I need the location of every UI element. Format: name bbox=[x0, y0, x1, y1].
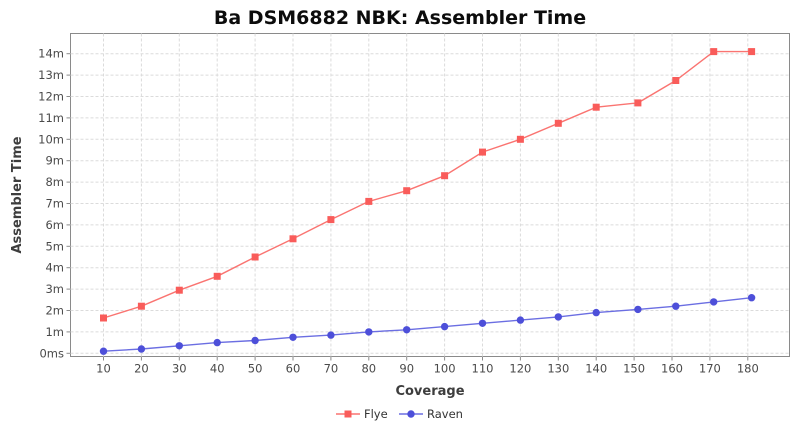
y-tick-label: 12m bbox=[38, 90, 64, 104]
legend-label-raven: Raven bbox=[427, 407, 463, 421]
data-point-flye bbox=[327, 216, 335, 224]
data-point-raven bbox=[99, 347, 108, 355]
data-point-raven bbox=[137, 345, 146, 353]
y-axis-label: Assembler Time bbox=[10, 136, 25, 253]
x-tick-label: 140 bbox=[585, 362, 607, 376]
data-point-flye bbox=[592, 103, 600, 111]
data-point-raven bbox=[175, 342, 183, 350]
y-tick-label: 11m bbox=[38, 111, 64, 125]
data-point-raven bbox=[554, 313, 562, 321]
data-point-flye bbox=[672, 77, 680, 84]
data-point-flye bbox=[365, 197, 373, 205]
y-tick-label: 9m bbox=[45, 154, 64, 168]
x-tick-label: 80 bbox=[361, 362, 376, 376]
x-tick-label: 150 bbox=[623, 362, 645, 376]
data-point-flye bbox=[403, 187, 411, 195]
data-point-raven bbox=[478, 319, 487, 327]
y-tick-label: 10m bbox=[38, 132, 64, 146]
data-point-raven bbox=[213, 338, 221, 347]
data-point-flye bbox=[710, 48, 718, 56]
data-point-raven bbox=[516, 316, 525, 324]
legend-marker-circle-icon bbox=[407, 410, 415, 418]
x-tick-label: 120 bbox=[509, 362, 531, 376]
data-point-raven bbox=[403, 326, 411, 334]
y-tick-label: 14m bbox=[38, 47, 64, 61]
data-point-flye bbox=[441, 172, 449, 180]
data-point-flye bbox=[137, 302, 145, 310]
x-tick-label: 30 bbox=[172, 362, 187, 376]
axis-ticks: 10 20 30 40 50 60 70 80 90 100 110 120 130 140 150 160 1… bbox=[38, 47, 759, 376]
x-tick-label: 90 bbox=[399, 362, 414, 376]
legend: Flye Raven bbox=[336, 407, 463, 421]
y-tick-label: 2m bbox=[45, 304, 64, 318]
legend-label-flye: Flye bbox=[364, 407, 388, 421]
data-point-flye bbox=[554, 119, 562, 127]
x-tick-label: 170 bbox=[699, 362, 721, 376]
data-point-flye bbox=[175, 286, 183, 294]
y-tick-label: 3m bbox=[45, 282, 64, 296]
data-point-flye bbox=[748, 48, 756, 56]
data-point-flye bbox=[479, 148, 486, 156]
y-tick-label: 7m bbox=[45, 197, 64, 211]
y-tick-label: 13m bbox=[38, 68, 64, 82]
data-point-flye bbox=[289, 235, 297, 243]
data-point-raven bbox=[365, 328, 373, 336]
plot-border bbox=[70, 33, 790, 357]
series-line-flye bbox=[103, 50, 752, 319]
y-tick-label: 1m bbox=[45, 325, 64, 339]
x-tick-label: 160 bbox=[661, 362, 683, 376]
data-point-raven bbox=[672, 302, 680, 310]
data-point-raven bbox=[289, 333, 297, 341]
data-point-raven bbox=[747, 294, 756, 302]
x-axis-label: Coverage bbox=[395, 384, 464, 399]
y-tick-label: 4m bbox=[45, 261, 64, 275]
x-tick-label: 60 bbox=[286, 362, 301, 376]
x-tick-label: 100 bbox=[434, 362, 456, 376]
series-raven bbox=[99, 294, 756, 355]
data-point-flye bbox=[516, 135, 524, 143]
series-flye bbox=[100, 48, 756, 322]
series-line-raven bbox=[103, 297, 752, 352]
data-point-flye bbox=[251, 253, 259, 261]
x-tick-label: 70 bbox=[324, 362, 339, 376]
chart-title: Ba DSM6882 NBK: Assembler Time bbox=[214, 7, 586, 29]
legend-item-raven: Raven bbox=[399, 407, 463, 421]
data-point-flye bbox=[100, 314, 107, 322]
x-tick-label: 180 bbox=[737, 362, 759, 376]
gridlines bbox=[70, 33, 790, 357]
data-point-raven bbox=[251, 336, 259, 345]
data-point-raven bbox=[440, 322, 449, 331]
legend-item-flye: Flye bbox=[336, 407, 388, 421]
data-point-flye bbox=[213, 272, 221, 280]
y-tick-label: 0ms bbox=[39, 346, 64, 360]
legend-marker-square-icon bbox=[344, 410, 352, 418]
y-tick-label: 5m bbox=[45, 239, 64, 253]
y-tick-label: 6m bbox=[45, 218, 64, 232]
data-point-flye bbox=[634, 99, 642, 107]
x-tick-label: 10 bbox=[96, 362, 111, 376]
data-point-raven bbox=[710, 298, 718, 306]
x-tick-label: 130 bbox=[547, 362, 569, 376]
x-tick-label: 110 bbox=[472, 362, 494, 376]
x-tick-label: 40 bbox=[210, 362, 225, 376]
data-point-raven bbox=[327, 331, 335, 339]
x-tick-label: 50 bbox=[248, 362, 263, 376]
y-tick-label: 8m bbox=[45, 175, 64, 189]
data-point-raven bbox=[592, 308, 600, 317]
data-point-raven bbox=[634, 305, 642, 314]
x-tick-label: 20 bbox=[134, 362, 149, 376]
